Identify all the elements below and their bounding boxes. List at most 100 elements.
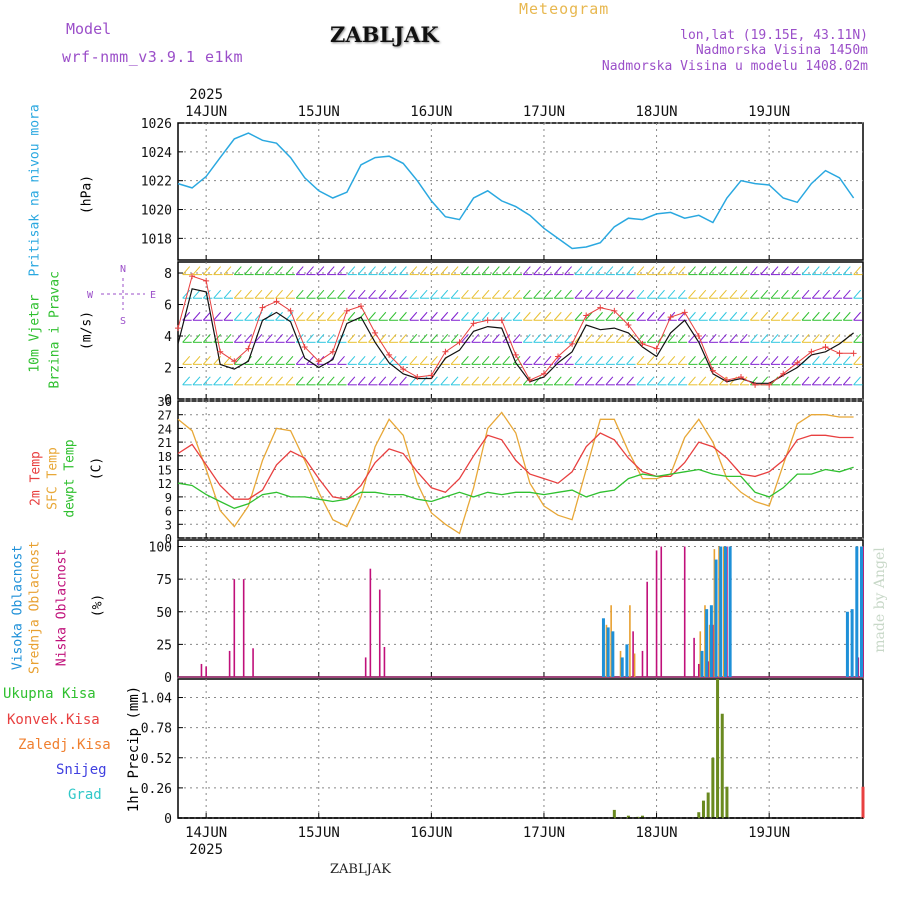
- wind-barb: [698, 311, 707, 321]
- wind-barb: [822, 376, 831, 386]
- wind-barb: [430, 356, 438, 365]
- wind-barb: [491, 289, 500, 299]
- wind-barb: [636, 266, 645, 275]
- wind-barb: [450, 266, 459, 275]
- wind-barb: [822, 333, 831, 343]
- wind-barb: [760, 333, 769, 343]
- wind-barb: [750, 333, 758, 343]
- wind-barb: [512, 356, 521, 365]
- wind-barb: [801, 289, 810, 299]
- wind-barb: [677, 266, 686, 275]
- wind-barb: [233, 289, 242, 299]
- wind-barb: [419, 266, 428, 275]
- wind-barb: [780, 356, 789, 365]
- wind-barb: [440, 266, 449, 275]
- wind-barb: [491, 376, 500, 386]
- wind-gust-marker: [780, 370, 787, 377]
- wind-barb: [760, 356, 769, 365]
- wind-barb: [605, 266, 614, 275]
- cloud-bar: [378, 589, 381, 677]
- legend-total-rain: Ukupna Kisa: [3, 686, 96, 702]
- cloud-bar: [383, 646, 386, 677]
- wind-barb: [657, 311, 665, 321]
- y-tick-label: 0: [165, 532, 172, 546]
- cloud-bar: [855, 546, 859, 677]
- wind-barb: [471, 311, 480, 321]
- wind-barb: [729, 311, 738, 321]
- wind-barb: [233, 266, 242, 275]
- wind-barb: [264, 356, 273, 365]
- wind-barb: [213, 266, 222, 275]
- wind-barb: [698, 266, 707, 275]
- wind-barb: [461, 356, 469, 365]
- cloud-bar: [228, 650, 231, 677]
- compass-s: S: [120, 316, 126, 327]
- wind-barb: [574, 266, 583, 275]
- wind-barb: [337, 311, 345, 321]
- wind-gust-marker: [526, 377, 533, 384]
- wind-barb: [450, 376, 459, 386]
- wind-barb: [667, 376, 676, 386]
- wind-gust-marker: [540, 370, 547, 377]
- wind-barb: [285, 333, 294, 343]
- wind-barb: [337, 289, 345, 299]
- wind-barb: [399, 333, 407, 343]
- compass-n: N: [120, 264, 126, 275]
- wind-barb: [430, 333, 438, 343]
- wind-gust-marker: [738, 373, 745, 380]
- wind-barb: [316, 289, 325, 299]
- wind-barb: [368, 376, 376, 386]
- wind-barb: [357, 289, 366, 299]
- wind-barb: [409, 333, 418, 343]
- wind-barb: [780, 266, 789, 275]
- wind-barb: [295, 289, 304, 299]
- wind-barb: [347, 356, 356, 365]
- bottom-day-label: 19JUN: [748, 825, 790, 841]
- wind-barb: [729, 289, 738, 299]
- wind-barb: [553, 289, 562, 299]
- wind-barb: [832, 356, 841, 365]
- wind-barb: [853, 289, 861, 299]
- wind-barb: [708, 311, 717, 321]
- cloud-bar: [655, 550, 658, 677]
- wind-barb: [595, 311, 603, 321]
- wind-barb: [801, 333, 810, 343]
- wind-barb: [388, 311, 397, 321]
- wind-gust-marker: [752, 381, 759, 388]
- wind-barb: [636, 289, 645, 299]
- y-tick-label: 4: [164, 330, 172, 345]
- wind-barb: [791, 311, 800, 321]
- wind-barb: [430, 289, 438, 299]
- wind-gust-line: [177, 275, 854, 386]
- wind-gust-marker: [400, 366, 407, 373]
- wind-barb: [233, 333, 242, 343]
- wind-gust-marker: [709, 367, 716, 374]
- wind-barb: [285, 266, 294, 275]
- wind-barb: [657, 266, 665, 275]
- wind-barb: [481, 376, 490, 386]
- cloud-bar: [641, 650, 644, 677]
- wind-barb: [760, 311, 769, 321]
- wind-barb: [182, 376, 191, 386]
- wind-barb: [595, 376, 603, 386]
- wind-barb: [223, 289, 232, 299]
- cloud-bar: [611, 631, 615, 677]
- wind-barb: [491, 266, 500, 275]
- wind-barb: [512, 333, 521, 343]
- wind-barb: [626, 266, 634, 275]
- wind-barb: [264, 289, 273, 299]
- y-tick-label: 1024: [141, 146, 172, 161]
- wind-barb: [791, 266, 800, 275]
- bottom-day-label: 18JUN: [635, 825, 677, 841]
- cloud-bar: [625, 644, 629, 677]
- legend-freezing-rain: Zaledj.Kisa: [18, 737, 111, 753]
- wind-gust-marker: [315, 358, 322, 365]
- wind-barb: [233, 311, 242, 321]
- wind-barb: [605, 311, 614, 321]
- precip-bar: [612, 809, 616, 818]
- wind-barb: [853, 266, 861, 275]
- wind-barb: [522, 356, 531, 365]
- wind-barb: [719, 333, 727, 343]
- cloud-bar: [646, 581, 648, 677]
- wind-barb: [853, 376, 861, 386]
